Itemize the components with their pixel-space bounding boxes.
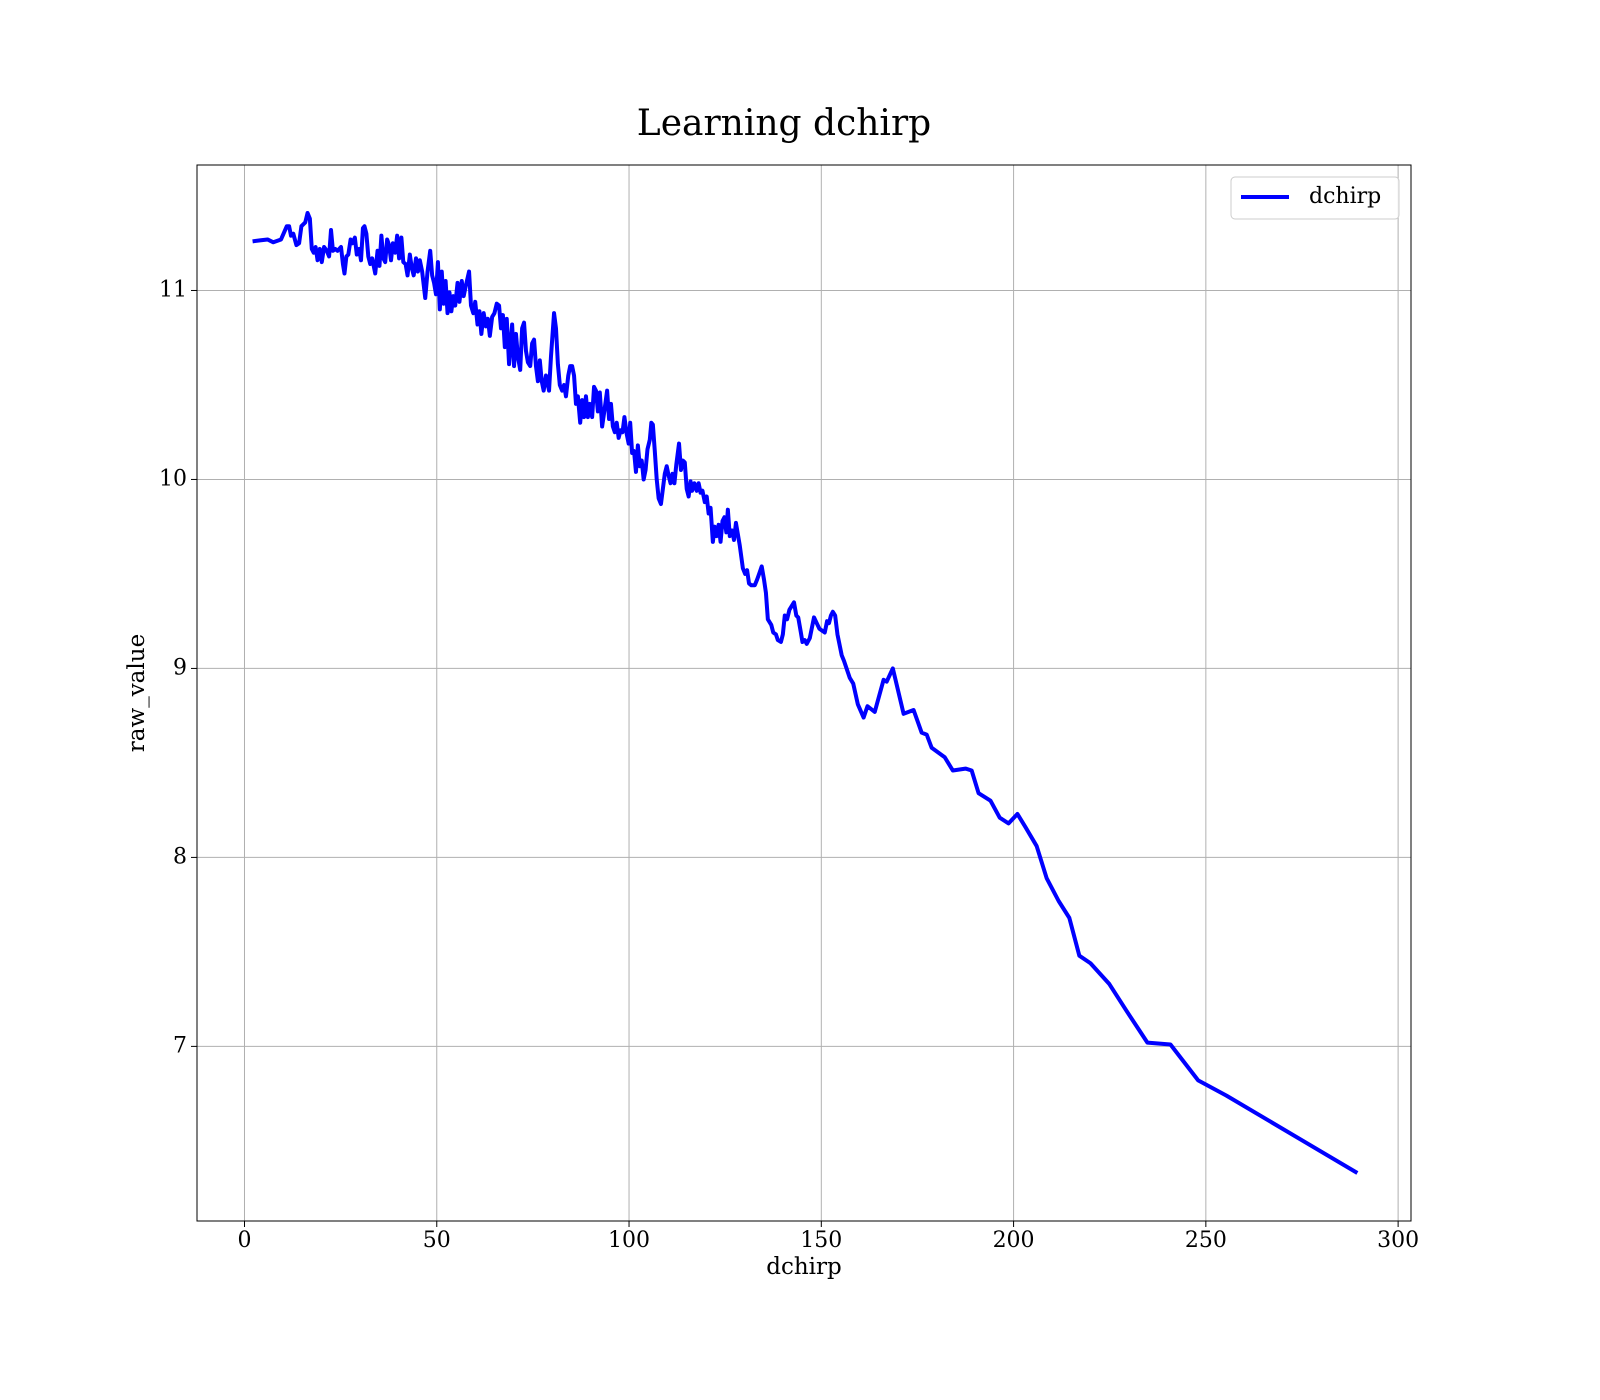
x-axis-label: dchirp	[766, 1254, 842, 1280]
y-tick-label: 11	[159, 277, 187, 302]
y-tick-label: 9	[173, 655, 187, 680]
y-axis-label: raw_value	[124, 634, 150, 752]
y-tick-label: 7	[173, 1033, 187, 1058]
legend-label: dchirp	[1309, 184, 1381, 209]
y-tick-label: 8	[173, 844, 187, 869]
y-tick-label: 10	[159, 466, 187, 491]
plot-frame	[196, 164, 1412, 1222]
chart-title: Learning dchirp	[637, 103, 931, 144]
legend-box	[1230, 176, 1400, 220]
x-tick-label: 200	[993, 1228, 1035, 1253]
data-line	[252, 211, 1359, 1175]
x-tick-label: 50	[423, 1228, 451, 1253]
x-tick-label: 250	[1185, 1228, 1227, 1253]
x-tick-label: 150	[800, 1228, 842, 1253]
x-tick-label: 300	[1377, 1228, 1419, 1253]
legend: dchirp	[1230, 176, 1400, 220]
x-tick-label: 0	[237, 1228, 251, 1253]
x-tick-label: 100	[608, 1228, 650, 1253]
